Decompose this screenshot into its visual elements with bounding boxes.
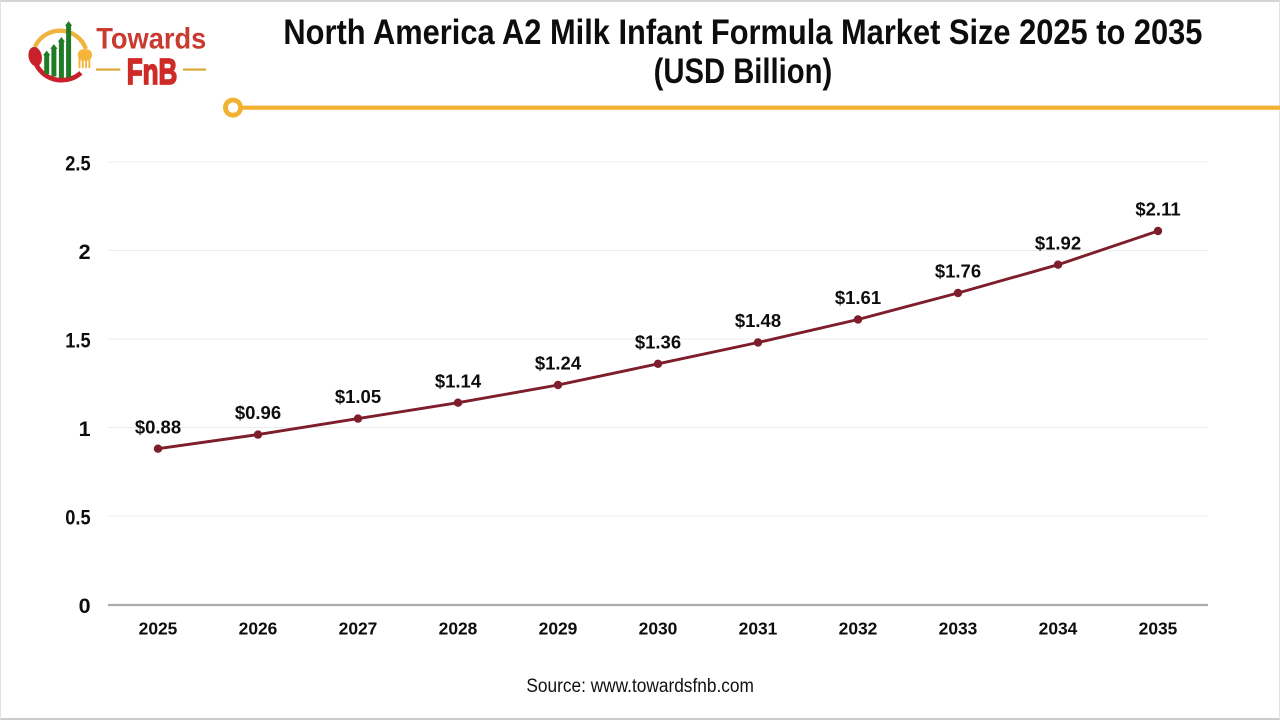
svg-text:2029: 2029 (539, 619, 578, 639)
svg-text:0.5: 0.5 (65, 506, 90, 530)
svg-text:2026: 2026 (239, 619, 278, 639)
svg-text:2.5: 2.5 (65, 152, 90, 176)
svg-text:$0.88: $0.88 (135, 416, 181, 437)
svg-text:$0.96: $0.96 (235, 402, 281, 423)
svg-text:$2.11: $2.11 (1135, 199, 1180, 220)
svg-text:1: 1 (79, 417, 91, 441)
svg-text:$1.24: $1.24 (535, 353, 582, 374)
svg-text:2028: 2028 (439, 619, 478, 639)
svg-text:FnB: FnB (127, 51, 178, 92)
svg-text:2025: 2025 (139, 619, 178, 639)
svg-text:0: 0 (79, 594, 91, 618)
svg-text:2031: 2031 (739, 619, 778, 639)
svg-text:$1.14: $1.14 (435, 370, 482, 391)
svg-text:2033: 2033 (939, 619, 978, 639)
svg-text:2030: 2030 (639, 619, 678, 639)
svg-text:1.5: 1.5 (65, 329, 90, 353)
svg-text:Towards: Towards (96, 23, 206, 56)
svg-text:$1.76: $1.76 (935, 261, 981, 282)
svg-text:$1.92: $1.92 (1035, 232, 1081, 253)
svg-text:$1.61: $1.61 (835, 287, 881, 308)
svg-text:$1.48: $1.48 (735, 310, 781, 331)
svg-text:2032: 2032 (839, 619, 878, 639)
svg-text:2: 2 (79, 240, 91, 264)
svg-text:$1.05: $1.05 (335, 386, 381, 407)
svg-text:2034: 2034 (1039, 619, 1078, 639)
svg-text:$1.36: $1.36 (635, 331, 681, 352)
svg-text:2035: 2035 (1139, 619, 1178, 639)
svg-text:2027: 2027 (339, 619, 378, 639)
